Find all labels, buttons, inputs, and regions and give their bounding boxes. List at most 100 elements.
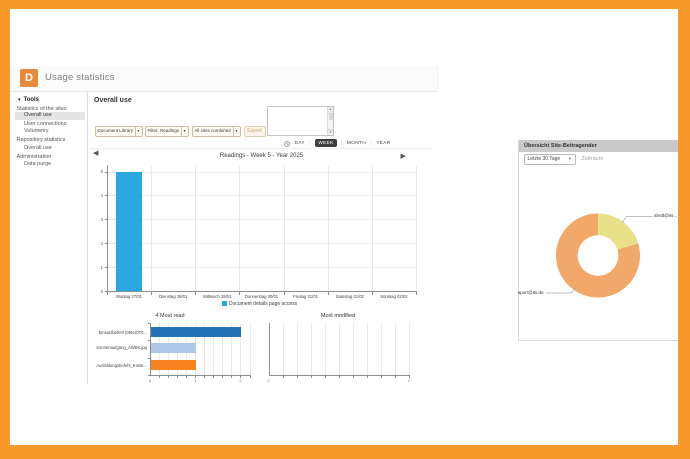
sidebar-root-label: Tools: [23, 97, 40, 103]
sites-listbox[interactable]: ▲ ▼: [267, 106, 334, 136]
readings-y-tick: [104, 267, 107, 269]
sidebar-item-data-purge[interactable]: Data purge: [24, 161, 52, 168]
filter-button-document-library[interactable]: Document Library ▾: [95, 126, 143, 137]
period-option-day[interactable]: DAY: [294, 140, 305, 146]
readings-gridline-v: [283, 166, 285, 291]
most-modified-gridline: [366, 322, 368, 375]
sidebar-item-volumetry[interactable]: Volumetry: [24, 128, 49, 135]
page-heading: Overall use: [94, 96, 132, 104]
filter-button-label: All sites combined: [194, 128, 231, 133]
readings-y-tick-label: 0: [100, 288, 103, 294]
most-modified-gridline: [338, 322, 340, 375]
most-modified-title: Most modified: [320, 313, 356, 319]
most-modified-gridline: [394, 322, 396, 375]
period-divider: [90, 148, 432, 150]
readings-x-tick: [239, 292, 241, 295]
most-read-x-tick: [231, 376, 233, 378]
most-modified-x-tick: [366, 376, 368, 378]
period-separator: |: [309, 140, 311, 146]
period-option-week[interactable]: WEEK: [315, 139, 337, 147]
most-modified-x-tick: [296, 376, 298, 378]
most-read-bar-2: [151, 360, 197, 371]
readings-x-label: Mittwoch 29/01: [203, 293, 232, 299]
listbox-scrollbar[interactable]: ▲ ▼: [327, 107, 333, 135]
most-read-x-tick: [249, 376, 251, 378]
most-read-x-tick: [186, 376, 188, 378]
date-range-caption: Zeitraum: [581, 156, 604, 162]
readings-y-tick: [104, 291, 107, 292]
chevron-down-icon: ▼: [17, 97, 22, 102]
scroll-down-icon[interactable]: ▼: [328, 128, 333, 135]
period-option-month[interactable]: MONTH: [346, 140, 366, 146]
most-read-y-tick: [147, 340, 150, 341]
chevron-down-icon[interactable]: ▾: [134, 127, 142, 136]
sidebar-item-user-connections[interactable]: User connections: [24, 121, 67, 128]
readings-y-tick-label: 1: [100, 264, 103, 270]
most-modified-gridline: [324, 322, 326, 375]
most-modified-gridline: [409, 322, 410, 375]
readings-y-tick-label: 4: [100, 193, 103, 198]
readings-y-tick: [104, 171, 107, 173]
readings-x-tick: [416, 292, 417, 295]
panel-title: Übersicht Site-Beitragender: [518, 140, 678, 152]
sidebar-item-selected-bg: [15, 112, 85, 120]
app-header-bar: [10, 66, 438, 91]
scrollbar-thumb[interactable]: [328, 113, 333, 120]
readings-x-label: Sonntag 02/02: [380, 293, 408, 299]
most-modified-x-tick: [380, 376, 382, 378]
sidebar-root-tools[interactable]: ▼ Tools: [17, 97, 39, 103]
readings-y-axis: [107, 164, 108, 292]
most-read-x-tick: [195, 376, 197, 378]
sidebar-section-administration: Administration: [16, 153, 52, 160]
chart-prev-arrow[interactable]: ◀: [93, 150, 99, 157]
chevron-down-icon[interactable]: ▾: [180, 127, 188, 136]
readings-x-tick: [371, 292, 373, 295]
readings-x-tick: [195, 292, 197, 295]
readings-x-label: Freitag 31/01: [293, 293, 318, 299]
chart-next-arrow[interactable]: ▶: [400, 153, 406, 160]
export-button[interactable]: Export: [243, 126, 266, 137]
readings-x-tick: [327, 292, 329, 295]
most-modified-x-tick: [338, 376, 340, 378]
readings-x-label: Samstag 01/02: [335, 293, 364, 299]
most-modified-gridline: [310, 322, 312, 375]
filter-button-filter-readings[interactable]: Filter: Readings ▾: [145, 126, 189, 137]
most-modified-x-axis: [268, 375, 410, 376]
most-read-x-tick-label: 0: [148, 377, 152, 383]
most-read-y-tick: [147, 357, 150, 359]
sidebar-item-overall-use[interactable]: Overall use: [24, 144, 52, 151]
period-selector: DAY | WEEK | MONTH | YEAR: [284, 139, 391, 148]
most-read-x-tick: [222, 376, 224, 378]
readings-x-axis: [107, 291, 417, 292]
chevron-down-icon[interactable]: ▾: [232, 127, 240, 136]
legend-swatch: [222, 301, 227, 306]
most-read-x-tick: [177, 376, 179, 378]
period-separator: |: [341, 140, 343, 146]
donut-slice-label-1: aporr@its.de: [517, 290, 544, 295]
most-modified-x-tick: [409, 376, 410, 378]
readings-gridline-h: [108, 243, 416, 245]
readings-gridline-h: [108, 171, 416, 173]
readings-gridline-v: [371, 166, 373, 291]
readings-x-tick: [283, 292, 285, 295]
readings-gridline-v: [239, 166, 241, 291]
most-read-y-tick: [147, 322, 150, 324]
most-modified-x-tick: [394, 376, 396, 378]
most-modified-x-tick-label: 1: [407, 377, 411, 383]
most-read-x-tick: [168, 376, 170, 378]
filter-button-all-sites-combined[interactable]: All sites combined ▾: [191, 126, 241, 137]
readings-gridline-h: [108, 195, 416, 197]
most-read-x-tick: [204, 376, 206, 378]
scroll-up-icon[interactable]: ▲: [328, 107, 333, 114]
most-read-x-axis: [150, 375, 251, 376]
filter-button-label: Filter: Readings: [147, 128, 179, 133]
date-range-dropdown[interactable]: Letzte 30 Tage ▼: [523, 154, 576, 165]
most-read-bar-0: [151, 327, 242, 337]
period-option-year[interactable]: YEAR: [376, 140, 391, 146]
readings-x-label: Montag 27/01: [116, 293, 142, 299]
sidebar-divider: [87, 92, 88, 384]
page-title: Usage statistics: [45, 72, 115, 83]
sidebar-item-overall-use[interactable]: Overall use: [24, 112, 52, 119]
readings-y-tick: [104, 219, 107, 221]
